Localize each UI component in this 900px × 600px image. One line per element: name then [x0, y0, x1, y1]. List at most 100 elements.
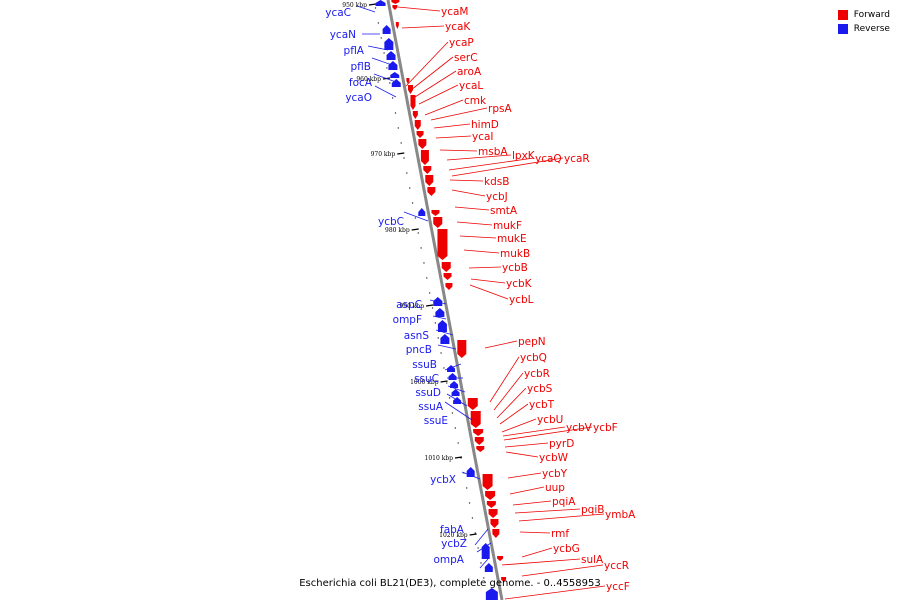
reverse-gene-label[interactable]: asnS: [404, 330, 430, 342]
reverse-gene-label[interactable]: ycbC: [378, 216, 404, 228]
forward-gene[interactable]: [427, 187, 436, 196]
forward-gene[interactable]: [497, 556, 504, 561]
forward-gene-label[interactable]: rmf: [551, 528, 569, 540]
reverse-gene[interactable]: [435, 308, 445, 317]
forward-gene-label[interactable]: uup: [545, 482, 565, 494]
forward-gene[interactable]: [423, 166, 432, 174]
forward-gene-label[interactable]: ycaI: [472, 131, 494, 143]
reverse-gene[interactable]: [450, 381, 459, 388]
reverse-gene-label[interactable]: ycaC: [325, 7, 351, 19]
forward-gene-label[interactable]: ycaR: [564, 153, 590, 165]
forward-gene[interactable]: [408, 85, 414, 94]
forward-gene[interactable]: [437, 229, 448, 260]
forward-gene[interactable]: [490, 519, 499, 528]
forward-gene[interactable]: [473, 429, 484, 436]
reverse-gene-label[interactable]: ycaO: [345, 92, 372, 104]
forward-gene[interactable]: [433, 217, 443, 228]
forward-gene-label[interactable]: ycbF: [593, 422, 618, 434]
forward-gene[interactable]: [467, 398, 478, 410]
forward-gene-label[interactable]: yccR: [604, 560, 629, 572]
reverse-gene-label[interactable]: ycbZ: [441, 538, 467, 550]
forward-gene-label[interactable]: msbA: [478, 146, 508, 158]
reverse-gene-label[interactable]: ycbX: [430, 474, 456, 486]
forward-gene-label[interactable]: aroA: [457, 66, 482, 78]
forward-gene[interactable]: [501, 577, 507, 582]
forward-gene-label[interactable]: ycbT: [529, 399, 555, 411]
reverse-gene-label[interactable]: pflA: [344, 45, 365, 57]
forward-gene-label[interactable]: ycaM: [441, 6, 468, 18]
forward-gene[interactable]: [445, 283, 453, 290]
forward-gene[interactable]: [457, 340, 467, 358]
reverse-gene[interactable]: [386, 51, 396, 60]
forward-gene-label[interactable]: mukF: [493, 220, 522, 232]
forward-gene-label[interactable]: ycbQ: [520, 352, 547, 364]
forward-gene[interactable]: [476, 446, 485, 452]
forward-gene-label[interactable]: ycbG: [553, 543, 580, 555]
reverse-gene-label[interactable]: ompF: [393, 314, 422, 326]
reverse-gene[interactable]: [433, 297, 443, 306]
forward-gene[interactable]: [443, 273, 452, 280]
forward-gene[interactable]: [395, 22, 399, 29]
reverse-gene-label[interactable]: ssuB: [412, 359, 437, 371]
reverse-gene[interactable]: [391, 79, 401, 87]
forward-gene-label[interactable]: smtA: [490, 205, 518, 217]
forward-gene[interactable]: [474, 437, 484, 445]
reverse-gene[interactable]: [384, 38, 394, 50]
reverse-gene[interactable]: [485, 588, 498, 600]
forward-gene-label[interactable]: ycaP: [449, 37, 474, 49]
forward-gene-label[interactable]: lpxK: [512, 150, 536, 162]
forward-gene[interactable]: [492, 529, 500, 538]
reverse-gene-label[interactable]: fabA: [440, 524, 465, 536]
reverse-gene-label[interactable]: pncB: [406, 344, 432, 356]
forward-gene-label[interactable]: ycbU: [537, 414, 563, 426]
forward-gene[interactable]: [412, 111, 418, 119]
forward-gene[interactable]: [486, 501, 496, 508]
reverse-gene[interactable]: [375, 0, 386, 6]
reverse-gene[interactable]: [440, 334, 450, 344]
reverse-gene-label[interactable]: pflB: [351, 61, 371, 73]
forward-gene-label[interactable]: pqiB: [581, 504, 604, 516]
reverse-gene-label[interactable]: focA: [349, 77, 373, 89]
reverse-gene-label[interactable]: ssuA: [418, 401, 444, 413]
reverse-gene-label[interactable]: ompA: [433, 554, 464, 566]
forward-gene-label[interactable]: ycbY: [542, 468, 568, 480]
forward-gene-label[interactable]: himD: [471, 119, 499, 131]
reverse-gene[interactable]: [390, 72, 400, 78]
forward-gene-label[interactable]: cmk: [464, 95, 487, 107]
forward-gene-label[interactable]: mukE: [497, 233, 527, 245]
forward-gene-label[interactable]: ycbS: [527, 383, 553, 395]
forward-gene-label[interactable]: ycbW: [539, 452, 569, 464]
forward-gene-label[interactable]: pqiA: [552, 496, 576, 508]
reverse-gene[interactable]: [451, 389, 460, 396]
forward-gene[interactable]: [488, 509, 498, 518]
reverse-gene-label[interactable]: ssuE: [424, 415, 448, 427]
forward-gene-label[interactable]: pyrD: [549, 438, 574, 450]
forward-gene-label[interactable]: mukB: [500, 248, 530, 260]
forward-gene[interactable]: [441, 262, 451, 272]
forward-gene[interactable]: [425, 175, 434, 186]
forward-gene-label[interactable]: pepN: [518, 336, 546, 348]
reverse-gene[interactable]: [418, 208, 426, 216]
forward-gene-label[interactable]: ycbV: [566, 422, 593, 434]
reverse-gene[interactable]: [484, 563, 493, 572]
forward-gene-label[interactable]: ycaL: [459, 80, 483, 92]
forward-gene[interactable]: [418, 139, 427, 149]
forward-gene-label[interactable]: ymbA: [605, 509, 636, 521]
forward-gene[interactable]: [420, 150, 429, 165]
forward-gene-label[interactable]: rpsA: [488, 103, 512, 115]
forward-gene-label[interactable]: ycbR: [524, 368, 550, 380]
forward-gene-label[interactable]: serC: [454, 52, 478, 64]
reverse-gene-label[interactable]: aspC: [396, 299, 422, 311]
forward-gene-label[interactable]: ycbK: [506, 278, 533, 290]
forward-gene[interactable]: [416, 131, 424, 138]
forward-gene[interactable]: [482, 474, 493, 490]
reverse-gene[interactable]: [481, 543, 490, 559]
forward-gene[interactable]: [414, 120, 421, 130]
forward-gene[interactable]: [391, 0, 400, 4]
forward-gene[interactable]: [470, 411, 481, 428]
reverse-gene-label[interactable]: ssuD: [415, 387, 441, 399]
reverse-gene[interactable]: [437, 320, 447, 332]
forward-gene-label[interactable]: ycbJ: [486, 191, 508, 203]
forward-gene[interactable]: [431, 210, 440, 216]
forward-gene-label[interactable]: yccF: [606, 581, 630, 593]
